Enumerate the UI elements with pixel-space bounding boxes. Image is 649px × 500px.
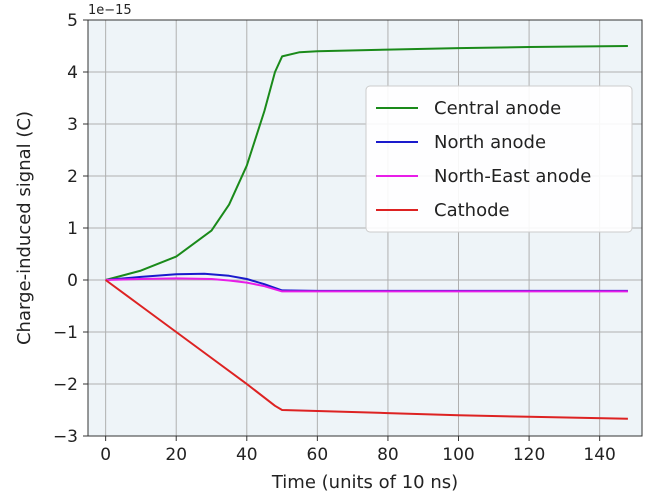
series-group (105, 45, 628, 420)
legend-label: North-East anode (434, 166, 591, 187)
y-tick-label: −2 (53, 375, 78, 395)
x-tick-label: 0 (100, 445, 111, 465)
x-tick-label: 60 (307, 445, 329, 465)
y-tick-label: 5 (67, 11, 78, 31)
series-line-north-east-anode (105, 277, 628, 293)
axis-ticks: 0 20 40 60 80 100 120 140 −3 −2 −1 0 1 2 3 4 5 (53, 11, 616, 465)
series-line-central-anode (105, 45, 628, 281)
y-axis-offset-label: 1e−15 (88, 3, 132, 18)
legend-label: Cathode (434, 200, 510, 221)
y-axis-title: Charge-induced signal (C) (14, 111, 35, 345)
legend: Central anode North anode North-East anode… (365, 85, 633, 233)
legend-box (365, 85, 633, 233)
legend-label: Central anode (434, 98, 561, 119)
y-tick-label: 4 (67, 63, 78, 83)
legend-label: North anode (434, 132, 546, 153)
x-tick-label: 20 (165, 445, 187, 465)
x-tick-label: 40 (236, 445, 258, 465)
y-tick-label: 2 (67, 167, 78, 187)
y-tick-label: 0 (67, 271, 78, 291)
series-line-cathode (105, 279, 628, 420)
y-tick-label: 3 (67, 115, 78, 135)
x-tick-label: 120 (513, 445, 545, 465)
y-tick-label: −1 (53, 323, 78, 343)
y-tick-label: −3 (53, 427, 78, 447)
x-axis-title: Time (units of 10 ns) (271, 472, 458, 493)
y-tick-label: 1 (67, 219, 78, 239)
x-tick-label: 80 (377, 445, 399, 465)
x-tick-label: 100 (442, 445, 474, 465)
x-tick-label: 140 (583, 445, 615, 465)
